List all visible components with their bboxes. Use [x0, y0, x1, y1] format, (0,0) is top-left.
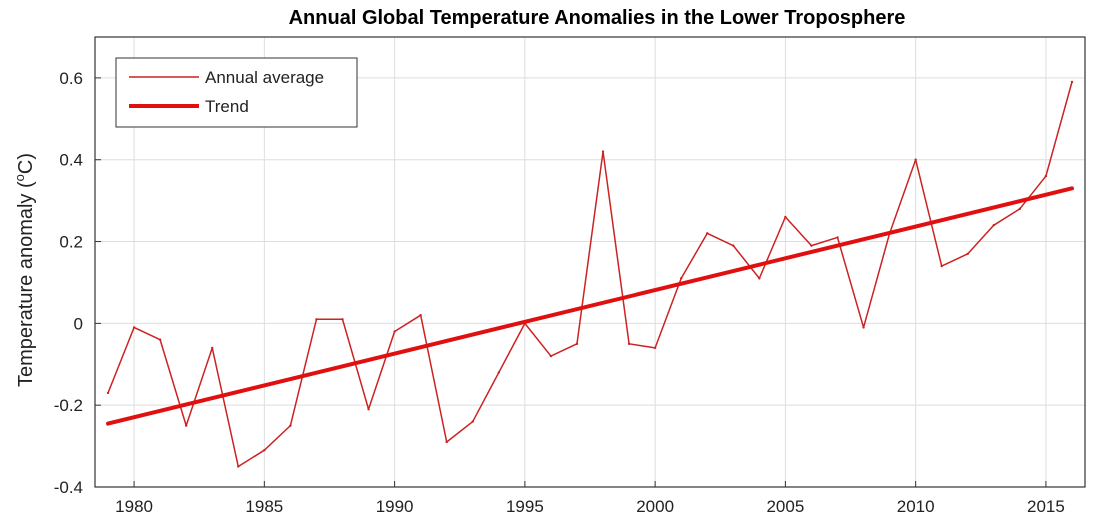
- x-tick-label: 2005: [766, 497, 804, 516]
- data-point-annual-average: [706, 232, 708, 234]
- data-point-annual-average: [576, 343, 578, 345]
- data-point-annual-average: [107, 392, 109, 394]
- data-point-annual-average: [654, 347, 656, 349]
- legend-label-trend: Trend: [205, 97, 249, 116]
- y-tick-label: -0.2: [54, 396, 83, 415]
- data-point-annual-average: [836, 236, 838, 238]
- data-point-annual-average: [315, 318, 317, 320]
- data-point-annual-average: [732, 244, 734, 246]
- data-point-annual-average: [862, 326, 864, 328]
- data-point-annual-average: [159, 339, 161, 341]
- x-tick-label: 1990: [376, 497, 414, 516]
- y-tick-label: 0.2: [59, 233, 83, 252]
- data-point-annual-average: [419, 314, 421, 316]
- x-tick-label: 1980: [115, 497, 153, 516]
- legend-label-annual-average: Annual average: [205, 68, 324, 87]
- data-point-annual-average: [941, 265, 943, 267]
- series-line-trend: [108, 188, 1072, 423]
- data-point-annual-average: [1071, 81, 1073, 83]
- data-point-annual-average: [472, 420, 474, 422]
- data-point-annual-average: [237, 465, 239, 467]
- chart-title: Annual Global Temperature Anomalies in t…: [289, 7, 906, 29]
- data-point-annual-average: [211, 347, 213, 349]
- data-point-annual-average: [784, 216, 786, 218]
- data-point-annual-average: [133, 326, 135, 328]
- y-axis-label: Temperature anomaly (oC): [12, 153, 37, 387]
- data-point-annual-average: [550, 355, 552, 357]
- x-tick-label: 2010: [897, 497, 935, 516]
- data-point-annual-average: [914, 159, 916, 161]
- y-tick-label: -0.4: [54, 478, 83, 497]
- series-line-annual-average: [108, 82, 1072, 467]
- data-point-annual-average: [1019, 208, 1021, 210]
- data-point-annual-average: [341, 318, 343, 320]
- y-tick-label: 0: [74, 314, 83, 333]
- data-point-annual-average: [1045, 175, 1047, 177]
- data-point-annual-average: [628, 343, 630, 345]
- data-point-annual-average: [758, 277, 760, 279]
- data-point-annual-average: [289, 424, 291, 426]
- legend: Annual average Trend: [116, 58, 357, 127]
- data-point-annual-average: [393, 330, 395, 332]
- series-layer: [107, 81, 1073, 468]
- data-point-annual-average: [446, 441, 448, 443]
- x-tick-label: 1985: [245, 497, 283, 516]
- data-point-annual-average: [185, 424, 187, 426]
- data-point-annual-average: [680, 277, 682, 279]
- data-point-annual-average: [602, 150, 604, 152]
- data-point-annual-average: [498, 371, 500, 373]
- y-axis-label-after: C): [15, 153, 37, 174]
- data-point-annual-average: [810, 244, 812, 246]
- x-tick-label: 2015: [1027, 497, 1065, 516]
- data-point-annual-average: [263, 449, 265, 451]
- data-point-annual-average: [367, 408, 369, 410]
- x-tick-label: 2000: [636, 497, 674, 516]
- y-tick-label: 0.4: [59, 151, 83, 170]
- data-point-annual-average: [993, 224, 995, 226]
- axis-ticks: 1980 1985 1990 1995 2000 2005 2010 2015 -0.4 -0.2…: [54, 69, 1065, 516]
- x-tick-label: 1995: [506, 497, 544, 516]
- y-axis-label-superscript: o: [12, 174, 27, 181]
- y-axis-label-before: Temperature anomaly (: [15, 181, 37, 387]
- data-point-annual-average: [967, 253, 969, 255]
- y-tick-label: 0.6: [59, 69, 83, 88]
